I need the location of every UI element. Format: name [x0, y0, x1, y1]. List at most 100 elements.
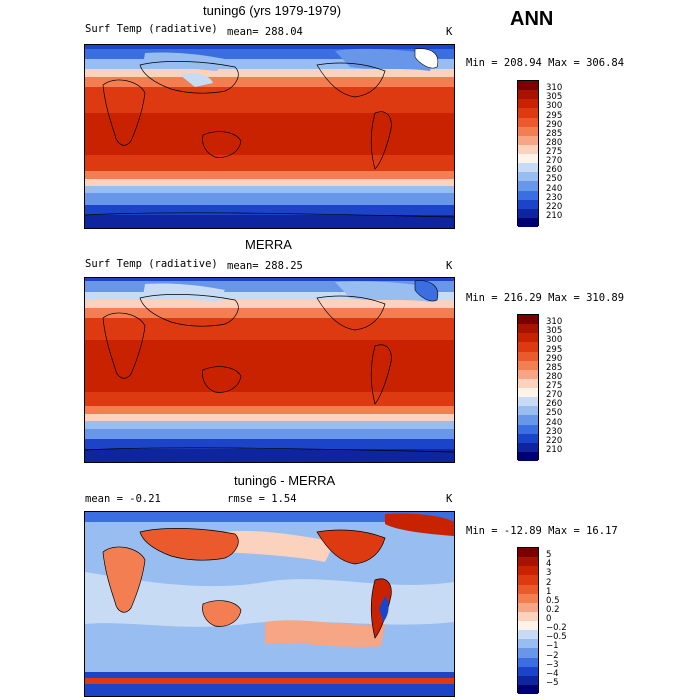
- colorbar-tick-label: 270: [546, 390, 563, 401]
- colorbar-segment: [518, 172, 538, 182]
- panel-2-mean-label: mean= 288.25: [227, 260, 303, 272]
- panel-2-map: [84, 277, 455, 463]
- colorbar-segment: [518, 360, 538, 370]
- colorbar-segment: [518, 108, 538, 118]
- colorbar-segment: [518, 657, 538, 667]
- colorbar-tick-label: 4: [546, 559, 552, 570]
- colorbar-tick-label: 290: [546, 119, 563, 130]
- colorbar-segment: [518, 99, 538, 109]
- colorbar-tick-label: 210: [546, 444, 563, 455]
- colorbar-segment: [518, 208, 538, 218]
- panel-3-title: tuning6 - MERRA: [234, 473, 336, 488]
- colorbar-tick-label: 210: [546, 210, 563, 221]
- colorbar-segment: [518, 342, 538, 352]
- panel-1-mean-label: mean= 288.04: [227, 26, 303, 38]
- colorbar-tick-label: 300: [546, 335, 563, 346]
- colorbar-segment: [518, 584, 538, 594]
- colorbar-segment: [518, 369, 538, 379]
- panel-3-map-graphic: [85, 512, 454, 696]
- colorbar-segment: [518, 315, 538, 325]
- colorbar-tick-label: 300: [546, 101, 563, 112]
- colorbar-segment: [518, 630, 538, 640]
- colorbar-tick-label: 275: [546, 381, 563, 391]
- colorbar-tick-label: −0.5: [546, 632, 567, 643]
- colorbar-segment: [518, 163, 538, 173]
- colorbar-segment: [518, 575, 538, 585]
- colorbar-segment: [518, 324, 538, 334]
- colorbar-tick-label: −4: [546, 668, 559, 679]
- panel-1-unit: K: [446, 26, 453, 38]
- panel-2-minmax: Min = 216.29 Max = 310.89: [466, 292, 625, 304]
- colorbar-tick-label: 290: [546, 353, 563, 364]
- colorbar-segment: [518, 154, 538, 164]
- colorbar-tick-label: 240: [546, 183, 563, 194]
- colorbar-segment: [518, 388, 538, 398]
- colorbar-segment: [518, 126, 538, 136]
- panel-2-title: MERRA: [245, 237, 292, 252]
- colorbar-tick-label: 275: [546, 147, 563, 157]
- colorbar-tick-label: 2: [546, 577, 552, 588]
- colorbar-segment: [518, 117, 538, 127]
- colorbar-segment: [518, 415, 538, 425]
- colorbar-segment: [518, 190, 538, 200]
- colorbar-tick-label: 260: [546, 165, 563, 176]
- colorbar-segment: [518, 81, 538, 91]
- panel-1-map: [84, 44, 455, 229]
- colorbar-segment: [518, 397, 538, 407]
- colorbar-tick-label: 280: [546, 137, 563, 148]
- colorbar-tick-label: 1: [546, 586, 552, 597]
- colorbar-tick-label: 5: [546, 550, 552, 561]
- colorbar-segment: [518, 90, 538, 100]
- colorbar-tick-label: 310: [546, 317, 563, 328]
- colorbar-segment: [518, 557, 538, 567]
- colorbar-segment: [518, 621, 538, 631]
- colorbar-tick-label: −0.2: [546, 623, 567, 634]
- panel-3-mean-stat: mean = -0.21: [85, 493, 161, 505]
- colorbar-tick-label: 280: [546, 371, 563, 382]
- colorbar-segment: [518, 199, 538, 209]
- colorbar-tick-label: 250: [546, 174, 563, 185]
- colorbar-tick-label: −3: [546, 659, 559, 670]
- colorbar-segment: [518, 181, 538, 191]
- panel-3-map: [84, 511, 455, 697]
- colorbar-segment: [518, 433, 538, 443]
- panel-3-colorbar: [517, 547, 539, 694]
- colorbar-segment: [518, 451, 538, 461]
- colorbar-tick-label: 305: [546, 326, 563, 337]
- colorbar-segment: [518, 406, 538, 416]
- panel-2-colorbar: [517, 314, 539, 461]
- panel-1-variable-label: Surf Temp (radiative): [85, 23, 218, 35]
- panel-2-unit: K: [446, 260, 453, 272]
- colorbar-segment: [518, 333, 538, 343]
- colorbar-tick-label: 250: [546, 408, 563, 419]
- panel-3-minmax: Min = -12.89 Max = 16.17: [466, 525, 618, 537]
- panel-1-colorbar: [517, 80, 539, 227]
- colorbar-segment: [518, 675, 538, 685]
- colorbar-tick-label: 310: [546, 83, 563, 94]
- colorbar-segment: [518, 144, 538, 154]
- colorbar-tick-label: 220: [546, 201, 563, 212]
- colorbar-tick-label: 295: [546, 344, 563, 355]
- colorbar-segment: [518, 639, 538, 649]
- colorbar-segment: [518, 217, 538, 227]
- colorbar-segment: [518, 593, 538, 603]
- colorbar-segment: [518, 135, 538, 145]
- colorbar-segment: [518, 351, 538, 361]
- colorbar-tick-label: 295: [546, 110, 563, 121]
- colorbar-tick-label: 305: [546, 92, 563, 103]
- season-label: ANN: [510, 8, 554, 30]
- colorbar-segment: [518, 548, 538, 558]
- colorbar-segment: [518, 684, 538, 694]
- panel-2-map-graphic: [85, 278, 454, 462]
- colorbar-segment: [518, 442, 538, 452]
- panel-3-rmse-stat: rmse = 1.54: [227, 493, 297, 505]
- colorbar-tick-label: 260: [546, 399, 563, 410]
- colorbar-tick-label: 3: [546, 568, 552, 579]
- colorbar-tick-label: 230: [546, 426, 563, 437]
- panel-3-unit: K: [446, 493, 453, 505]
- colorbar-tick-label: 240: [546, 417, 563, 428]
- colorbar-segment: [518, 602, 538, 612]
- colorbar-tick-label: 220: [546, 435, 563, 446]
- colorbar-segment: [518, 378, 538, 388]
- colorbar-tick-label: 285: [546, 128, 563, 139]
